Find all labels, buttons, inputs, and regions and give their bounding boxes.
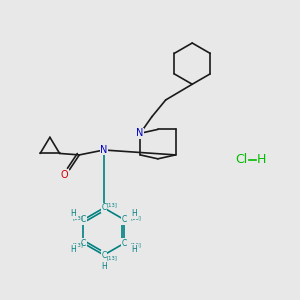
Text: H: H [132, 209, 137, 218]
Text: H: H [70, 244, 76, 253]
Text: [13]: [13] [72, 216, 83, 221]
Text: O: O [61, 169, 68, 179]
Text: H: H [70, 209, 76, 218]
Text: C: C [122, 239, 127, 248]
Text: C: C [81, 239, 86, 248]
Text: C: C [101, 250, 106, 260]
Text: [13]: [13] [130, 216, 142, 221]
Text: [13]: [13] [72, 242, 83, 247]
Text: Cl: Cl [235, 153, 248, 166]
Text: H: H [101, 262, 107, 271]
Text: C: C [122, 215, 127, 224]
Text: N: N [100, 145, 108, 155]
Text: H: H [132, 244, 137, 253]
Text: [13]: [13] [107, 256, 118, 260]
Text: [13]: [13] [130, 242, 142, 247]
Text: H: H [257, 153, 267, 166]
Text: C: C [101, 203, 106, 212]
Text: C: C [81, 215, 86, 224]
Text: [13]: [13] [107, 202, 118, 208]
Text: N: N [136, 128, 144, 138]
